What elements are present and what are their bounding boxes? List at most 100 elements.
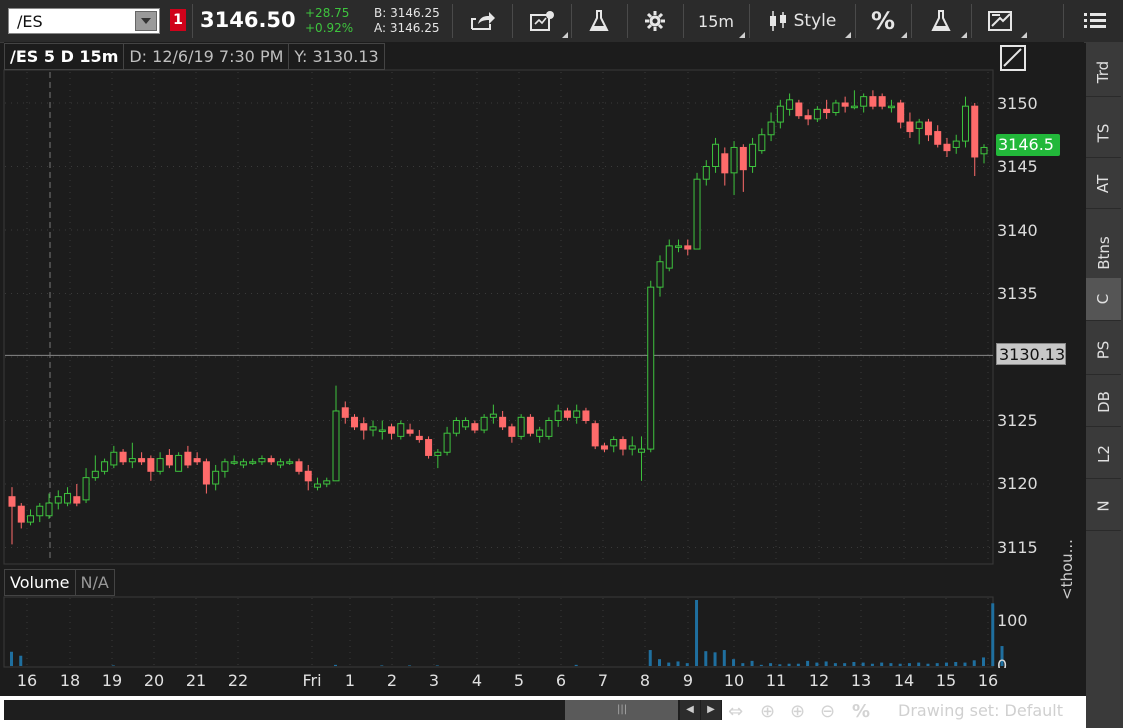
toolbar-divider [571,4,572,38]
toolbar-divider [192,4,193,38]
drawing-set-label[interactable]: Drawing set: Default [898,701,1064,720]
volume-unit-label: <thou... [1058,539,1076,600]
toolbar-divider [452,4,453,38]
aggregation-label: 15m [698,11,734,31]
time-tick-label: 5 [513,671,525,690]
time-tick-label: 10 [723,671,745,690]
symbol-dropdown-button[interactable] [135,11,157,31]
share-icon[interactable] [455,0,510,42]
volume-bar [972,660,976,666]
price-tick-label: 3125 [997,411,1038,430]
tab-trade[interactable]: Trd [1086,48,1121,97]
candle-body [915,121,923,129]
candle-body [388,426,396,434]
tab-price-slices[interactable]: PS [1086,326,1121,375]
candle-body [961,105,969,142]
candle-body [508,426,516,437]
candle-body [841,102,849,107]
volume-bar [898,663,902,666]
zoom-in-icon[interactable]: ⊕ [790,701,806,722]
candle-body [536,429,544,437]
scrollbar-thumb[interactable] [565,700,678,720]
crosshair-icon[interactable]: ⊕ [760,701,776,722]
chart-svg [3,69,1004,668]
candle-body [415,435,423,441]
time-tick-label: 3 [428,671,440,690]
candle-body [906,121,914,133]
flask-menu-icon[interactable] [913,0,969,42]
settings-gear-icon[interactable] [629,0,681,42]
candle-body [702,166,710,180]
candle-body [869,96,877,107]
time-tick-label: 19 [101,671,123,690]
symbol-text: /ES [17,12,43,31]
tab-active-trader[interactable]: AT [1086,160,1121,209]
chart-settings-icon[interactable] [999,44,1029,74]
tab-news[interactable]: N [1086,482,1121,531]
tab-dashboard[interactable]: DB [1086,378,1121,427]
candle-body [54,496,62,504]
aggregation-selector[interactable]: 15m [685,0,747,42]
volume-bar [732,659,736,666]
pan-arrows-icon[interactable]: ⇔ [728,701,744,722]
percent-button[interactable]: % [857,0,909,42]
price-chart-panel[interactable] [4,42,993,566]
toolbar-divider [855,4,856,38]
volume-bar [685,663,689,666]
candle-body [193,458,201,463]
tab-chart[interactable]: C [1086,278,1121,321]
candle-body [739,146,747,171]
zoom-out-icon[interactable]: ⊖ [820,701,836,722]
menu-list-icon[interactable] [1070,0,1120,42]
time-tick-label: 9 [682,671,694,690]
style-menu[interactable]: Style [751,0,853,42]
drawing-tools-icon[interactable] [973,0,1029,42]
candle-body [341,407,349,418]
alert-badge[interactable]: 1 [170,9,186,31]
volume-bar [574,664,578,666]
time-tick-label: 15 [935,671,957,690]
add-study-icon[interactable] [514,0,570,42]
candle-body [804,115,812,120]
volume-bar [917,662,921,666]
volume-title[interactable]: Volume [4,569,76,596]
time-axis[interactable]: 16 18 19 20 21 22 Fri 1 2 3 4 5 6 7 8 9 10 11 12 13 14 15 16 [4,668,1085,694]
scroll-right-button[interactable]: ▶ [701,700,721,720]
tab-buttons[interactable]: Btns [1086,222,1121,285]
volume-bar [408,665,412,666]
percent-icon[interactable]: % [852,701,871,722]
candle-body [934,131,942,145]
price-tick-label: 3115 [997,538,1038,557]
price-tick-label: 3120 [997,474,1038,493]
candle-body [360,423,368,431]
candle-body [351,416,359,428]
candle-body [276,461,284,466]
ask-price: A: 3146.25 [374,21,440,35]
candle-body [582,410,590,422]
chart-title[interactable]: /ES 5 D 15m [4,43,125,70]
volume-bar [982,657,985,666]
symbol-input[interactable]: /ES [8,8,160,34]
volume-value: N/A [75,569,115,596]
candle-body [813,108,821,120]
studies-flask-icon[interactable] [573,0,625,42]
chart-header: /ES 5 D 15m D: 12/6/19 7:30 PM Y: 3130.1… [4,43,385,70]
crosshair-price-tag: 3130.13 [996,343,1066,365]
candle-body [184,451,192,466]
volume-bar [658,659,661,666]
candle-body [91,470,99,479]
volume-bar [704,651,708,666]
toolbar-divider [971,4,972,38]
price-axis[interactable] [993,42,1084,566]
net-change-block: +28.75 +0.92% [305,6,353,36]
pct-change: +0.92% [305,21,354,35]
horizontal-scrollbar[interactable] [4,700,722,720]
volume-bar [852,662,856,666]
tab-level-2[interactable]: L2 [1086,430,1121,479]
scroll-left-button[interactable]: ◀ [680,700,700,720]
candle-body [156,458,164,472]
tab-time-and-sales[interactable]: TS [1086,109,1121,158]
candle-body [434,451,442,456]
price-tick-label: 3150 [997,94,1038,113]
cursor-date: D: 12/6/19 7:30 PM [124,43,290,70]
